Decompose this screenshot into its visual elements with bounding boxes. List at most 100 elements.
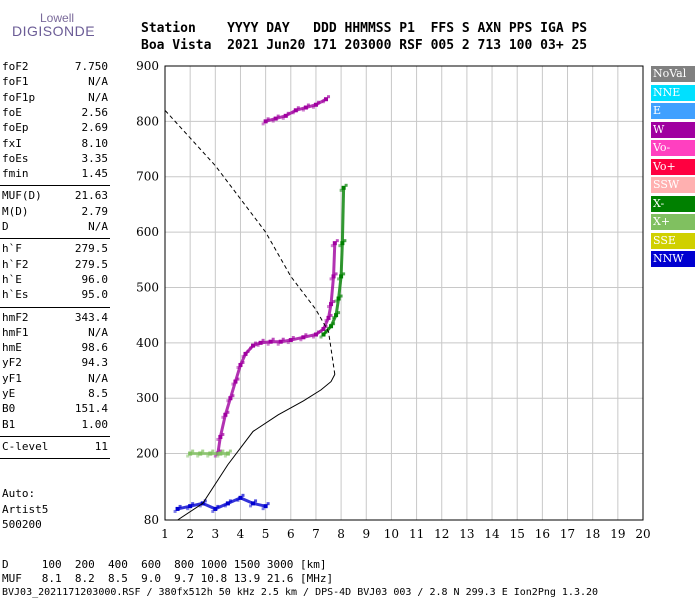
param-row: h`F2 279.5: [2, 258, 108, 274]
trace-point: [258, 340, 263, 345]
legend-item: SSE: [651, 232, 695, 249]
param-row: hmF2 343.4: [2, 311, 108, 327]
legend-item: X+: [651, 214, 695, 230]
legend-item: NoVal: [651, 66, 695, 82]
trace-segment: [327, 303, 333, 319]
trace-point: [223, 454, 227, 458]
trace-point: [218, 449, 222, 453]
trace-point: [338, 244, 342, 248]
trace-segment: [322, 325, 333, 336]
trace-point: [281, 116, 285, 120]
param-row: fxI 8.10: [2, 137, 108, 153]
param-separator: [0, 458, 110, 460]
param-name: foEp: [2, 121, 29, 135]
trace-segment: [337, 276, 343, 299]
param-separator: [0, 435, 110, 437]
legend-item: NNW: [651, 251, 695, 267]
param-row: D N/A: [2, 220, 108, 236]
trace-point: [178, 504, 182, 508]
param-value: 2.79: [81, 204, 109, 218]
y-tick-label: 700: [136, 170, 159, 184]
trace-point: [332, 322, 336, 326]
footer-info: BVJ03_2021171203000.RSF / 380fx512h 50 k…: [2, 587, 599, 598]
param-separator: [0, 306, 110, 308]
trace-point: [321, 326, 326, 331]
trace-point: [341, 185, 346, 190]
param-value: 11: [94, 439, 108, 453]
trace-point: [334, 299, 338, 303]
trace-point: [213, 506, 218, 511]
trace-point: [343, 239, 347, 243]
param-row: fmin 1.45: [2, 167, 108, 183]
param-value: 7.750: [74, 60, 108, 73]
param-separator: [0, 238, 110, 240]
trace-segment: [223, 397, 232, 416]
y-tick-label: 900: [136, 59, 159, 73]
trace-point: [254, 499, 258, 503]
trace-segment: [290, 335, 304, 342]
trace-segment: [228, 381, 237, 399]
trace-segment: [334, 298, 341, 316]
param-value: 1.45: [81, 167, 109, 181]
trace-point: [324, 324, 328, 328]
param-name: B0: [2, 402, 16, 416]
param-value: 95.0: [81, 288, 109, 302]
footer-distance: D 100 200 400 600 800 1000 1500 3000 [km…: [2, 558, 327, 571]
param-row: foF1p N/A: [2, 91, 108, 107]
param-name: foF1: [2, 75, 29, 89]
trace-point: [291, 111, 295, 115]
trace-point: [339, 274, 344, 279]
trace-point: [304, 333, 308, 337]
x-tick-label: 10: [384, 527, 399, 541]
trace-point: [226, 410, 230, 414]
trace-point: [276, 342, 280, 346]
trace-point: [332, 300, 336, 304]
trace-segment: [202, 502, 216, 511]
trace-point: [316, 100, 320, 104]
trace-point: [188, 451, 193, 456]
trace-segment: [260, 340, 271, 345]
trace-point: [321, 332, 326, 337]
trace-point: [336, 296, 341, 301]
header-values: Boa Vista 2021 Jun20 171 203000 RSF 005 …: [141, 38, 588, 53]
trace-segment: [252, 341, 262, 348]
trace-segment: [239, 353, 247, 366]
param-value: 343.4: [74, 310, 108, 324]
x-tick-label: 11: [409, 527, 424, 541]
trace-point: [286, 341, 290, 345]
x-tick-label: 1: [161, 527, 169, 541]
profile-line: [177, 374, 336, 521]
trace-segment: [218, 414, 227, 438]
trace-point: [211, 509, 215, 513]
trace-point: [271, 119, 275, 123]
profile-line: [164, 109, 336, 375]
trace-point: [175, 506, 180, 511]
param-name: h`E: [2, 272, 22, 286]
trace-point: [261, 122, 265, 126]
trace-point: [228, 449, 232, 453]
trace-point: [173, 509, 177, 513]
trace-point: [329, 277, 333, 281]
trace-point: [213, 454, 217, 458]
param-row: foE 2.56: [2, 106, 108, 122]
trace-point: [254, 341, 258, 345]
trace-segment: [305, 103, 317, 109]
trace-point: [334, 313, 339, 318]
trace-point: [316, 330, 320, 334]
trace-point: [225, 451, 230, 456]
trace-point: [241, 360, 245, 364]
x-tick-label: 6: [287, 527, 295, 541]
trace-point: [266, 502, 270, 506]
trace-point: [256, 343, 260, 347]
trace-point: [223, 412, 228, 417]
trace-point: [311, 335, 315, 339]
param-row: yF1 N/A: [2, 372, 108, 388]
trace-point: [241, 493, 245, 497]
x-tick-label: 17: [560, 527, 575, 541]
trace-point: [340, 241, 345, 246]
param-name: foF2: [2, 60, 29, 73]
trace-segment: [252, 501, 266, 508]
auto-artist: Artist5: [2, 503, 49, 516]
legend-item: X-: [651, 195, 695, 212]
y-tick-label: 300: [136, 391, 159, 405]
